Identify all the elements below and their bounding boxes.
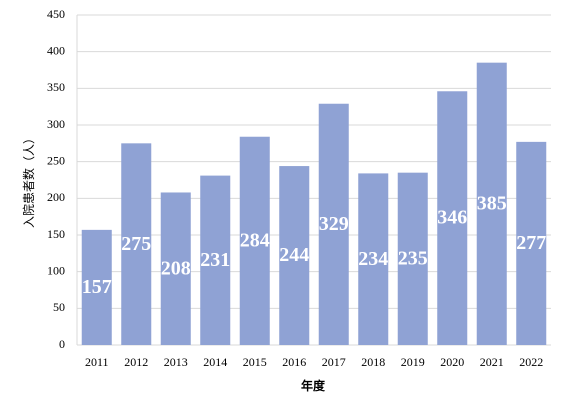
- data-label: 275: [121, 233, 151, 255]
- x-tick-label: 2015: [243, 355, 267, 369]
- x-tick-label: 2018: [361, 355, 385, 369]
- x-tick-label: 2017: [322, 355, 346, 369]
- y-tick-label: 450: [47, 7, 65, 21]
- x-tick-label: 2016: [282, 355, 306, 369]
- bar: [476, 62, 507, 346]
- x-tick-label: 2011: [85, 355, 109, 369]
- y-tick-label: 300: [47, 117, 65, 131]
- x-tick-label: 2012: [124, 355, 148, 369]
- y-tick-label: 400: [47, 43, 65, 57]
- bar: [239, 136, 270, 345]
- data-label: 277: [516, 232, 546, 254]
- x-tick-label: 2020: [440, 355, 464, 369]
- y-tick-label: 250: [47, 153, 65, 167]
- y-tick-label: 0: [59, 337, 65, 351]
- bar: [397, 172, 428, 345]
- bar: [81, 229, 112, 345]
- bar: [516, 141, 547, 345]
- bar: [279, 166, 310, 345]
- x-tick-label: 2013: [164, 355, 188, 369]
- data-label: 235: [398, 247, 428, 269]
- data-label: 234: [358, 248, 388, 270]
- y-tick-label: 200: [47, 190, 65, 204]
- data-label: 385: [477, 192, 507, 214]
- data-label: 157: [82, 276, 112, 298]
- bar: [437, 91, 468, 346]
- data-label: 208: [161, 257, 191, 279]
- bar: [318, 103, 349, 345]
- x-axis-label: 年度: [301, 378, 326, 393]
- data-label: 329: [319, 213, 349, 235]
- y-axis-label: 入院患者数（人）: [21, 132, 36, 228]
- bar: [358, 173, 389, 345]
- data-label: 244: [279, 244, 309, 266]
- x-tick-label: 2021: [480, 355, 504, 369]
- y-tick-label: 150: [47, 227, 65, 241]
- x-tick-label: 2014: [203, 355, 227, 369]
- bar: [200, 175, 231, 345]
- x-tick-label: 2022: [519, 355, 543, 369]
- bar: [121, 143, 152, 345]
- y-tick-label: 50: [53, 300, 65, 314]
- data-label: 346: [437, 207, 467, 229]
- x-tick-label: 2019: [401, 355, 425, 369]
- data-label: 284: [240, 229, 270, 251]
- y-tick-label: 350: [47, 80, 65, 94]
- bar: [160, 192, 191, 345]
- data-label: 231: [200, 249, 230, 271]
- y-tick-label: 100: [47, 263, 65, 277]
